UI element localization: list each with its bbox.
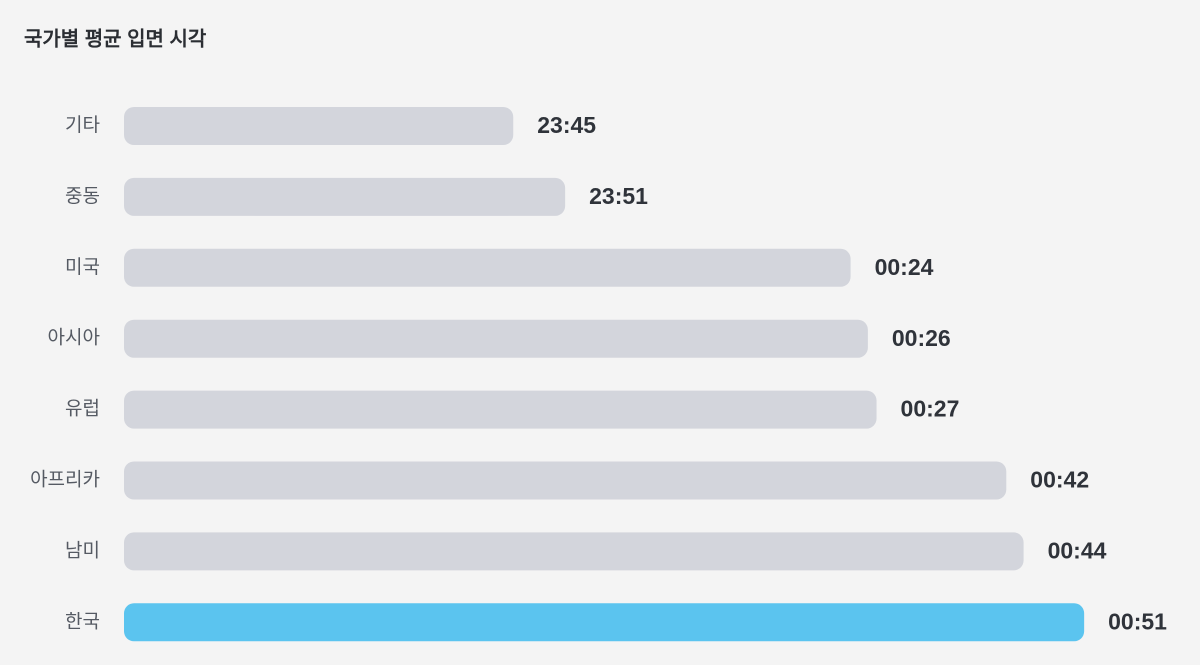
value-label: 00:27	[901, 396, 960, 422]
bar	[124, 107, 514, 145]
bar	[124, 248, 851, 287]
bar	[124, 390, 877, 429]
value-label: 23:45	[537, 112, 596, 138]
category-label: 남미	[65, 539, 100, 561]
category-label: 아시아	[48, 327, 100, 349]
category-label: 중동	[65, 186, 100, 207]
category-label: 한국	[65, 610, 100, 632]
value-label: 00:51	[1108, 608, 1167, 634]
value-label: 23:51	[589, 183, 648, 209]
value-label: 00:42	[1030, 467, 1089, 493]
category-label: 아프리카	[30, 469, 100, 491]
bar	[124, 532, 1024, 571]
category-label: 유럽	[65, 398, 100, 420]
value-label: 00:24	[875, 254, 934, 280]
category-label: 기타	[65, 114, 100, 136]
bar	[124, 603, 1085, 642]
chart-title: 국가별 평균 입면 시각	[24, 27, 207, 50]
bar	[124, 177, 566, 216]
bar	[124, 319, 868, 358]
bar	[124, 461, 1007, 500]
value-label: 00:26	[892, 325, 951, 351]
value-label: 00:44	[1048, 537, 1107, 563]
category-label: 미국	[65, 256, 100, 278]
